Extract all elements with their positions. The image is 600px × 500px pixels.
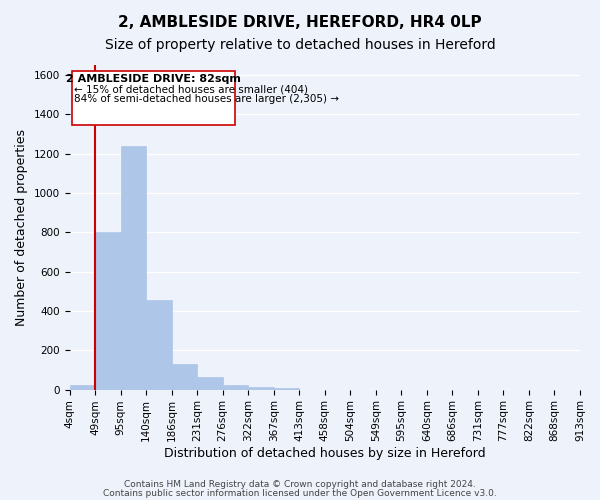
- Bar: [248, 386, 274, 390]
- Text: 2, AMBLESIDE DRIVE, HEREFORD, HR4 0LP: 2, AMBLESIDE DRIVE, HEREFORD, HR4 0LP: [118, 15, 482, 30]
- Bar: [223, 384, 248, 390]
- Text: Size of property relative to detached houses in Hereford: Size of property relative to detached ho…: [104, 38, 496, 52]
- Text: Contains HM Land Registry data © Crown copyright and database right 2024.: Contains HM Land Registry data © Crown c…: [124, 480, 476, 489]
- X-axis label: Distribution of detached houses by size in Hereford: Distribution of detached houses by size …: [164, 447, 485, 460]
- Bar: [172, 364, 197, 390]
- Text: ← 15% of detached houses are smaller (404): ← 15% of detached houses are smaller (40…: [74, 84, 308, 94]
- Bar: [146, 300, 172, 390]
- Text: 84% of semi-detached houses are larger (2,305) →: 84% of semi-detached houses are larger (…: [74, 94, 339, 104]
- Bar: [70, 384, 95, 390]
- Bar: [274, 388, 299, 390]
- Bar: [95, 232, 121, 390]
- Y-axis label: Number of detached properties: Number of detached properties: [15, 129, 28, 326]
- Bar: [197, 377, 223, 390]
- Text: 2 AMBLESIDE DRIVE: 82sqm: 2 AMBLESIDE DRIVE: 82sqm: [66, 74, 241, 85]
- FancyBboxPatch shape: [71, 71, 235, 125]
- Text: Contains public sector information licensed under the Open Government Licence v3: Contains public sector information licen…: [103, 489, 497, 498]
- Bar: [121, 146, 146, 390]
